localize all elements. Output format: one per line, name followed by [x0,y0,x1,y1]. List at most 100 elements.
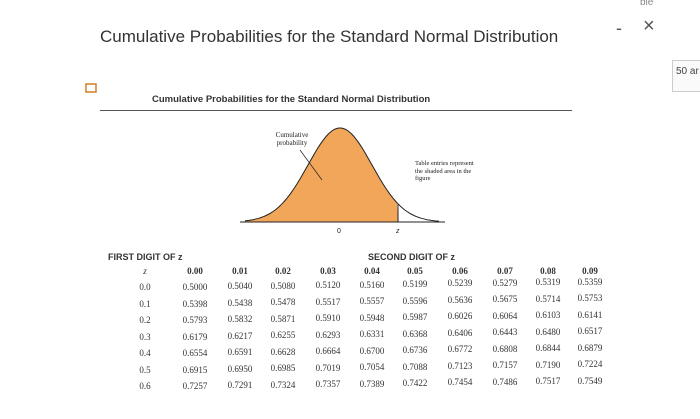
table-cell: 0.7019 [315,362,341,373]
table-cell: 0.6141 [577,309,603,320]
row-label: 0.2 [139,315,151,325]
table-cell: 0.6443 [492,327,518,338]
table-cell: 0.5120 [315,280,341,291]
table-cell: 0.7190 [535,359,561,370]
table-cell: 0.6255 [270,330,296,341]
table-cell: 0.6179 [182,331,208,342]
column-header: 0.09 [582,266,598,276]
column-header: 0.06 [452,266,468,276]
table-cell: 0.7549 [577,375,603,386]
row-label: 0.0 [139,282,151,292]
table-cell: 0.6591 [227,347,253,358]
table-cell: 0.6772 [447,344,473,355]
document-icon [85,83,97,93]
window-title: Cumulative Probabilities for the Standar… [100,27,559,46]
table-cell: 0.7389 [359,378,385,389]
table-cell: 0.6664 [315,346,341,357]
table-cell: 0.5517 [315,296,341,307]
table-cell: 0.6554 [182,348,208,358]
column-header: 0.08 [540,266,556,276]
table-cell: 0.7088 [402,361,428,372]
table-cell: 0.6517 [577,326,603,337]
side-panel [672,60,700,92]
table-cell: 0.7486 [492,376,518,387]
row-label: 0.6 [139,381,151,391]
table-cell: 0.5478 [270,297,296,308]
row-label: 0.5 [139,364,151,375]
column-header: 0.00 [187,266,203,276]
table-cell: 0.7357 [315,379,341,390]
column-header: 0.07 [497,266,513,276]
document-title: Cumulative Probabilities for the Standar… [152,94,431,105]
table-cell: 0.7224 [577,359,603,370]
column-header: 0.01 [232,266,248,276]
table-cell: 0.5398 [182,298,208,309]
table-cell: 0.6368 [402,328,428,339]
table-cell: 0.5438 [227,297,253,308]
table-cell: 0.7123 [447,360,473,371]
table-cell: 0.6736 [402,345,428,355]
table-cell: 0.5793 [182,315,208,325]
table-cell: 0.5279 [492,277,518,288]
table-cell: 0.6879 [577,342,603,353]
axis-z: z [396,228,400,235]
axis-zero: 0 [337,228,341,235]
table-cell: 0.6217 [227,330,253,341]
table-cell: 0.6628 [270,346,296,357]
table-cell: 0.5987 [402,312,428,322]
table-cell: 0.6103 [535,310,561,321]
table-cell: 0.6985 [270,363,296,374]
column-header: 0.02 [275,266,291,276]
table-cell: 0.6915 [182,364,208,375]
table-cell: 0.5675 [492,294,518,305]
table-cell: 0.7291 [227,380,253,391]
table-cell: 0.5040 [227,281,253,292]
table-cell: 0.5319 [535,277,561,288]
table-cell: 0.5948 [359,312,385,323]
table-cell: 0.5199 [402,279,428,289]
minimize-button[interactable]: - [616,18,622,38]
table-cell: 0.6331 [359,329,385,340]
pointer [299,149,323,181]
column-group-label: SECOND DIGIT OF z [368,252,456,262]
table-cell: 0.6406 [447,327,473,338]
table-cell: 0.5871 [270,313,296,324]
column-header: 0.03 [320,266,336,276]
column-header: 0.05 [407,266,423,276]
table-cell: 0.7054 [359,362,385,373]
table-note: Table entries represent the shaded area … [415,160,474,182]
table-cell: 0.7324 [270,379,296,390]
table-cell: 0.5160 [359,279,385,290]
table-cell: 0.7257 [182,381,208,391]
table-cell: 0.5636 [447,294,473,305]
curve-line [244,127,440,222]
close-button[interactable]: × [643,15,655,37]
table-cell: 0.5557 [359,296,385,307]
table-cell: 0.7157 [492,360,518,371]
table-cell: 0.5596 [402,295,428,306]
table-cell: 0.6064 [492,310,518,321]
table-cell: 0.7422 [402,378,428,388]
table-cell: 0.6026 [447,311,473,322]
cumulative-label: Cumulative probability [275,131,309,147]
table-cell: 0.5832 [227,314,253,325]
shaded-area [245,128,398,222]
table-cell: 0.7454 [447,377,473,388]
table-cell: 0.6293 [315,329,341,340]
table-cell: 0.5239 [447,278,473,289]
table-cell: 0.5910 [315,313,341,324]
row-group-label: FIRST DIGIT OF z [108,252,183,262]
table-cell: 0.5753 [577,293,603,304]
row-label: 0.1 [139,298,151,309]
row-label: 0.3 [139,331,151,342]
table-cell: 0.5000 [182,282,208,292]
row-header: z [143,266,147,276]
title-rule [100,110,572,111]
row-label: 0.4 [139,348,151,358]
table-cell: 0.6950 [227,363,253,374]
table-cell: 0.5714 [535,293,561,304]
table-cell: 0.5359 [577,276,603,287]
column-header: 0.04 [364,266,380,276]
table-cell: 0.7517 [535,376,561,387]
table-cell: 0.6844 [535,343,561,354]
